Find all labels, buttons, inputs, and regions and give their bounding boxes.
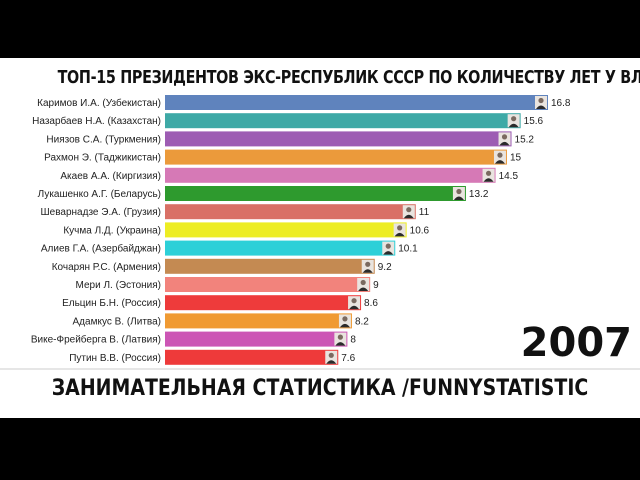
value-label: 15 xyxy=(510,153,522,164)
category-label: Кучма Л.Д. (Украина) xyxy=(63,225,161,236)
bar xyxy=(165,186,466,201)
value-label: 14.5 xyxy=(499,171,519,182)
bar xyxy=(165,222,407,238)
value-label: 16.8 xyxy=(551,98,571,109)
bar xyxy=(165,131,512,147)
category-label: Назарбаев Н.А. (Казахстан) xyxy=(32,115,161,127)
value-label: 13.2 xyxy=(469,189,489,200)
category-label: Путин В.В. (Россия) xyxy=(69,353,161,364)
portrait-icon xyxy=(482,168,495,182)
bar xyxy=(165,113,521,129)
portrait-icon xyxy=(393,223,406,237)
chart-title: ТОП-15 ПРЕЗИДЕНТОВ ЭКС-РЕСПУБЛИК СССР ПО… xyxy=(57,68,640,88)
bar xyxy=(165,295,362,311)
bar xyxy=(165,240,396,256)
bar xyxy=(165,167,496,183)
portrait-icon xyxy=(357,278,370,291)
bar xyxy=(165,313,352,329)
bar xyxy=(165,204,416,220)
bar xyxy=(165,331,348,347)
value-label: 7.6 xyxy=(341,353,355,364)
category-label: Кочарян Р.С. (Армения) xyxy=(52,262,161,273)
value-label: 15.6 xyxy=(524,116,544,127)
value-label: 9 xyxy=(373,280,379,291)
value-label: 8 xyxy=(350,335,356,346)
portrait-icon xyxy=(535,96,547,109)
category-label: Шеварнадзе Э.А. (Грузия) xyxy=(40,207,161,218)
portrait-icon xyxy=(338,314,351,328)
portrait-icon xyxy=(325,350,338,364)
value-label: 8.2 xyxy=(355,316,369,327)
bar xyxy=(165,277,371,292)
portrait-icon xyxy=(498,132,511,146)
category-label: Каримов И.А. (Узбекистан) xyxy=(37,97,161,109)
value-label: 10.1 xyxy=(398,244,418,255)
channel-caption: ЗАНИМАТЕЛЬНАЯ СТАТИСТИКА /FUNNYSTATISTIC xyxy=(51,376,589,401)
category-label: Ельцин Б.Н. (Россия) xyxy=(62,298,161,309)
bar xyxy=(165,149,507,165)
footer-divider xyxy=(0,368,640,370)
value-label: 11 xyxy=(419,207,430,218)
portrait-icon xyxy=(334,332,347,346)
category-label: Адамкус В. (Литва) xyxy=(73,316,161,327)
bar xyxy=(165,258,375,274)
bar xyxy=(165,349,339,365)
category-label: Рахмон Э. (Таджикистан) xyxy=(44,153,161,164)
category-label: Мери Л. (Эстония) xyxy=(76,280,161,291)
bar xyxy=(165,95,548,110)
portrait-icon xyxy=(507,114,520,128)
category-label: Алиев Г.А. (Азербайджан) xyxy=(41,243,161,255)
category-label: Вике-Фрейберга В. (Латвия) xyxy=(31,334,161,346)
portrait-icon xyxy=(452,187,465,200)
category-label: Ниязов С.А. (Туркмения) xyxy=(46,134,161,145)
year-label: 2007 xyxy=(520,320,632,366)
portrait-icon xyxy=(361,259,374,273)
video-frame: ТОП-15 ПРЕЗИДЕНТОВ ЭКС-РЕСПУБЛИК СССР ПО… xyxy=(0,58,640,418)
value-label: 15.2 xyxy=(515,134,535,145)
value-label: 8.6 xyxy=(364,298,378,309)
value-label: 10.6 xyxy=(410,225,430,236)
category-label: Лукашенко А.Г. (Беларусь) xyxy=(38,189,161,200)
portrait-icon xyxy=(382,241,395,255)
bar-chart: Каримов И.А. (Узбекистан) 16.8 Назарбаев Н… xyxy=(31,95,571,365)
portrait-icon xyxy=(493,150,506,164)
value-label: 9.2 xyxy=(378,262,392,273)
category-label: Акаев А.А. (Киргизия) xyxy=(60,171,161,182)
portrait-icon xyxy=(348,296,361,310)
portrait-icon xyxy=(402,205,415,219)
